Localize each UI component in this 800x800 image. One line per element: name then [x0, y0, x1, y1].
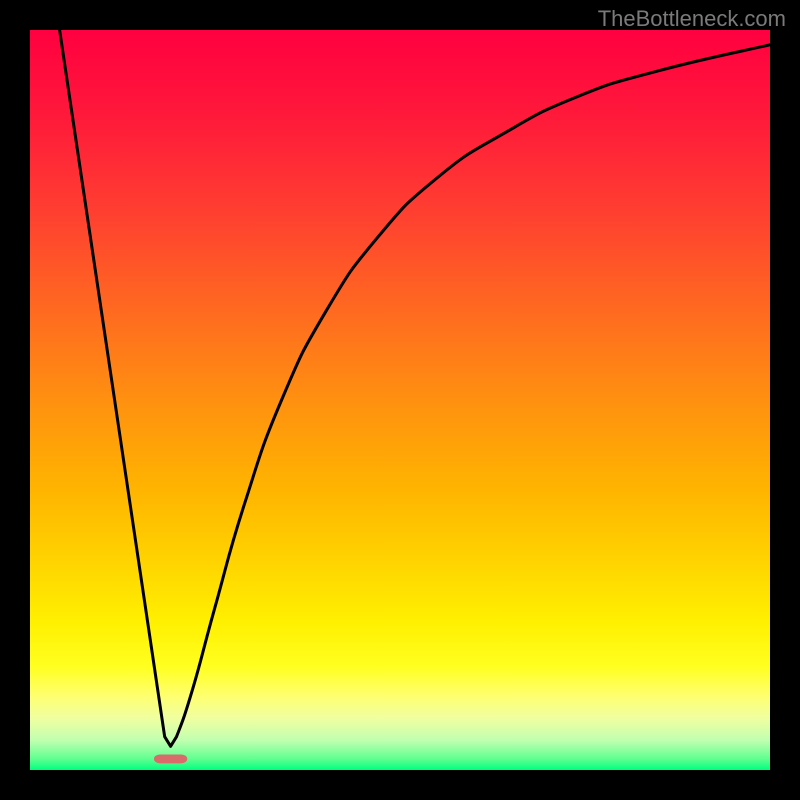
chart-svg: [0, 0, 800, 800]
minimum-marker: [154, 754, 187, 763]
plot-background: [30, 30, 770, 770]
watermark-label: TheBottleneck.com: [598, 6, 786, 32]
bottleneck-chart: TheBottleneck.com: [0, 0, 800, 800]
